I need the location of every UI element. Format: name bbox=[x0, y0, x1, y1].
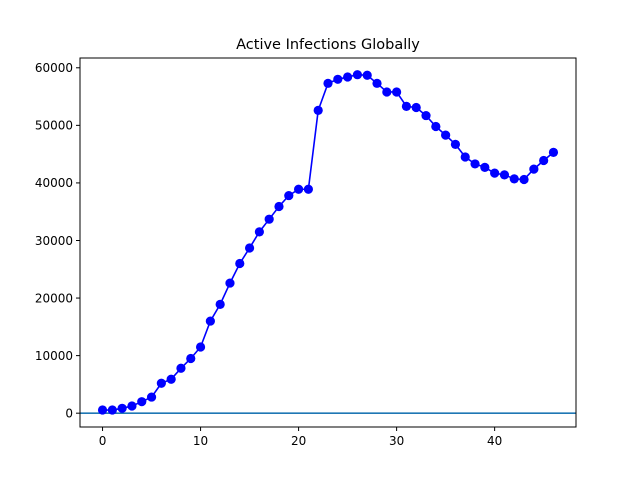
data-point bbox=[401, 101, 412, 111]
y-tick-label: 30000 bbox=[35, 234, 73, 248]
data-point bbox=[441, 130, 451, 140]
data-point bbox=[490, 168, 500, 178]
y-tick-label: 0 bbox=[65, 406, 73, 420]
y-tick-label: 20000 bbox=[35, 291, 73, 305]
data-point bbox=[303, 184, 313, 194]
x-tick-label: 20 bbox=[291, 434, 306, 448]
data-point bbox=[352, 70, 363, 80]
data-point bbox=[529, 164, 539, 174]
y-tick-label: 60000 bbox=[35, 61, 73, 75]
data-point bbox=[372, 78, 382, 88]
data-point bbox=[421, 110, 431, 121]
data-point bbox=[235, 258, 245, 269]
axis-ticks: 0 10 20 30 40 0 10000 20000 30000 40000 50000 60000 bbox=[35, 61, 502, 448]
data-point bbox=[254, 227, 264, 237]
x-tick-label: 10 bbox=[193, 434, 208, 448]
data-point bbox=[97, 405, 108, 415]
data-point bbox=[382, 87, 392, 97]
data-point bbox=[225, 278, 235, 288]
data-point bbox=[117, 403, 127, 413]
data-point bbox=[362, 70, 372, 80]
series-line-0 bbox=[102, 73, 554, 411]
data-point bbox=[313, 105, 323, 115]
data-point bbox=[156, 378, 166, 388]
data-point bbox=[166, 374, 176, 384]
data-point bbox=[519, 174, 529, 185]
data-point bbox=[499, 170, 510, 180]
plot-area bbox=[80, 70, 576, 415]
data-point bbox=[333, 74, 343, 84]
data-point bbox=[146, 392, 157, 402]
data-point bbox=[293, 184, 304, 194]
data-point bbox=[323, 78, 333, 88]
data-point bbox=[284, 190, 294, 201]
data-point bbox=[480, 162, 490, 172]
data-point bbox=[392, 87, 402, 97]
data-point bbox=[470, 159, 480, 169]
data-point bbox=[107, 405, 117, 415]
y-tick-label: 10000 bbox=[35, 349, 73, 363]
data-point bbox=[548, 147, 559, 158]
data-point bbox=[431, 121, 441, 132]
y-tick-label: 40000 bbox=[35, 176, 73, 190]
data-point bbox=[137, 397, 147, 407]
axes-frame bbox=[79, 57, 577, 428]
data-point bbox=[274, 201, 284, 212]
data-point bbox=[539, 155, 549, 166]
data-point bbox=[215, 299, 225, 309]
data-point bbox=[411, 102, 421, 113]
data-point bbox=[186, 353, 196, 364]
data-point bbox=[460, 152, 470, 162]
data-point bbox=[343, 72, 353, 82]
data-point bbox=[450, 139, 461, 149]
data-point bbox=[509, 174, 519, 184]
x-tick-label: 40 bbox=[487, 434, 502, 448]
x-tick-label: 0 bbox=[99, 434, 107, 448]
data-point bbox=[195, 342, 206, 352]
data-point bbox=[244, 243, 255, 253]
data-point bbox=[264, 214, 274, 224]
data-point bbox=[176, 363, 186, 373]
x-tick-label: 30 bbox=[389, 434, 404, 448]
data-point bbox=[127, 401, 137, 411]
data-point bbox=[205, 316, 215, 326]
chart-title: Active Infections Globally bbox=[236, 37, 420, 53]
y-tick-label: 50000 bbox=[35, 119, 73, 133]
